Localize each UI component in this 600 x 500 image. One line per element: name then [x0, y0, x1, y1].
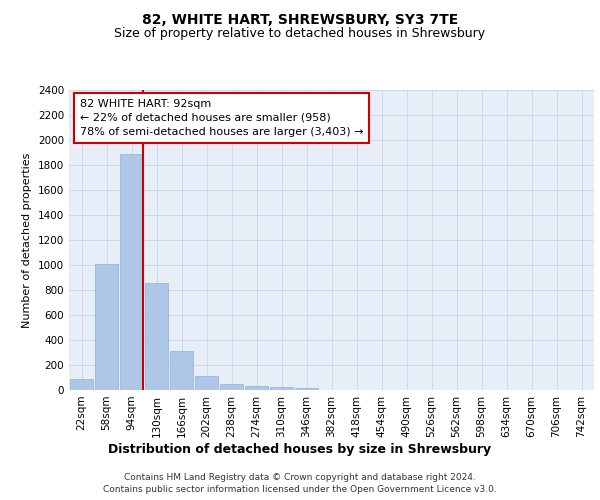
Bar: [170, 350, 193, 390]
Bar: [120, 154, 143, 390]
Text: Size of property relative to detached houses in Shrewsbury: Size of property relative to detached ho…: [115, 28, 485, 40]
Bar: [270, 386, 293, 390]
Bar: [295, 388, 318, 390]
Bar: [245, 386, 268, 390]
Text: Distribution of detached houses by size in Shrewsbury: Distribution of detached houses by size …: [109, 442, 491, 456]
Text: 82, WHITE HART, SHREWSBURY, SY3 7TE: 82, WHITE HART, SHREWSBURY, SY3 7TE: [142, 12, 458, 26]
Text: 82 WHITE HART: 92sqm
← 22% of detached houses are smaller (958)
78% of semi-deta: 82 WHITE HART: 92sqm ← 22% of detached h…: [79, 99, 363, 137]
Bar: [95, 264, 118, 390]
Bar: [145, 283, 168, 390]
Y-axis label: Number of detached properties: Number of detached properties: [22, 152, 32, 328]
Text: Contains HM Land Registry data © Crown copyright and database right 2024.: Contains HM Land Registry data © Crown c…: [124, 472, 476, 482]
Bar: [70, 380, 93, 390]
Bar: [195, 376, 218, 390]
Text: Contains public sector information licensed under the Open Government Licence v3: Contains public sector information licen…: [103, 485, 497, 494]
Bar: [220, 384, 243, 390]
